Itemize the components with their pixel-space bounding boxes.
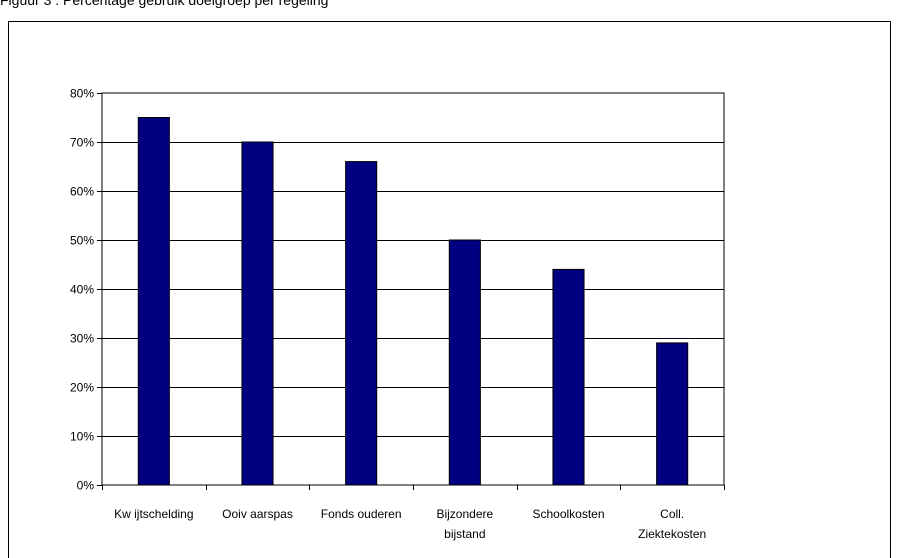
figure-caption: Figuur 3 : Percentage gebruik doelgroep … (0, 0, 329, 8)
y-tick-label: 80% (70, 87, 94, 101)
y-tick-label: 60% (70, 185, 94, 199)
bar (448, 239, 481, 486)
x-category-label: Coll. (660, 507, 684, 521)
y-tick-label: 20% (70, 381, 94, 395)
y-tick-label: 10% (70, 430, 94, 444)
bar (137, 117, 170, 486)
x-category-label: Bijzondere (436, 507, 493, 521)
x-category-label: Ooiv aarspas (222, 507, 293, 521)
x-category-label: Schoolkosten (532, 507, 604, 521)
x-category-label: Ziektekosten (638, 527, 706, 541)
bar (241, 141, 274, 486)
bar (345, 161, 378, 486)
y-tick-label: 50% (70, 234, 94, 248)
y-tick-label: 0% (77, 479, 95, 493)
y-tick-label: 40% (70, 283, 94, 297)
x-category-label: Fonds ouderen (321, 507, 402, 521)
x-category-label: Kw ijtschelding (114, 507, 193, 521)
y-tick-label: 30% (70, 332, 94, 346)
bar (552, 268, 585, 486)
chart-frame (8, 21, 891, 558)
x-category-label: bijstand (444, 527, 485, 541)
bar (656, 342, 689, 486)
y-tick-label: 70% (70, 136, 94, 150)
